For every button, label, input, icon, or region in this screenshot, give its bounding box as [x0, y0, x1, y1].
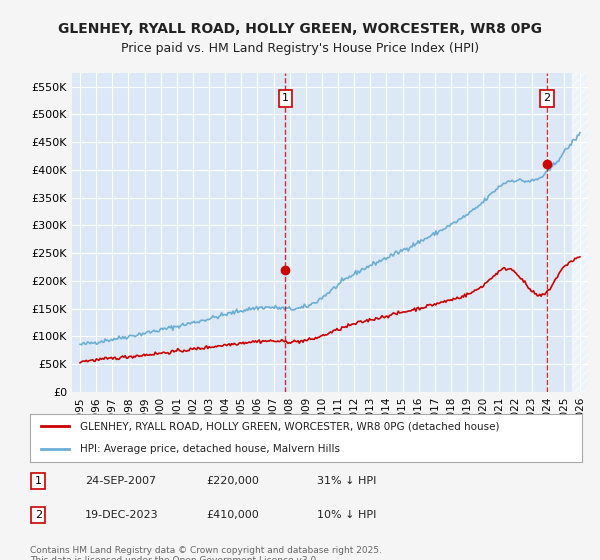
Text: Contains HM Land Registry data © Crown copyright and database right 2025.
This d: Contains HM Land Registry data © Crown c… — [30, 546, 382, 560]
Text: 31% ↓ HPI: 31% ↓ HPI — [317, 476, 376, 486]
Text: 1: 1 — [282, 94, 289, 104]
Text: £410,000: £410,000 — [206, 510, 259, 520]
Text: 2: 2 — [35, 510, 42, 520]
Text: 10% ↓ HPI: 10% ↓ HPI — [317, 510, 376, 520]
Text: GLENHEY, RYALL ROAD, HOLLY GREEN, WORCESTER, WR8 0PG (detached house): GLENHEY, RYALL ROAD, HOLLY GREEN, WORCES… — [80, 421, 499, 431]
Text: GLENHEY, RYALL ROAD, HOLLY GREEN, WORCESTER, WR8 0PG: GLENHEY, RYALL ROAD, HOLLY GREEN, WORCES… — [58, 22, 542, 36]
Bar — [572, 73, 588, 392]
Text: 19-DEC-2023: 19-DEC-2023 — [85, 510, 159, 520]
Text: 2: 2 — [544, 94, 551, 104]
Text: HPI: Average price, detached house, Malvern Hills: HPI: Average price, detached house, Malv… — [80, 444, 340, 454]
Text: Price paid vs. HM Land Registry's House Price Index (HPI): Price paid vs. HM Land Registry's House … — [121, 42, 479, 55]
Text: 24-SEP-2007: 24-SEP-2007 — [85, 476, 157, 486]
Text: £220,000: £220,000 — [206, 476, 260, 486]
Text: 1: 1 — [35, 476, 42, 486]
